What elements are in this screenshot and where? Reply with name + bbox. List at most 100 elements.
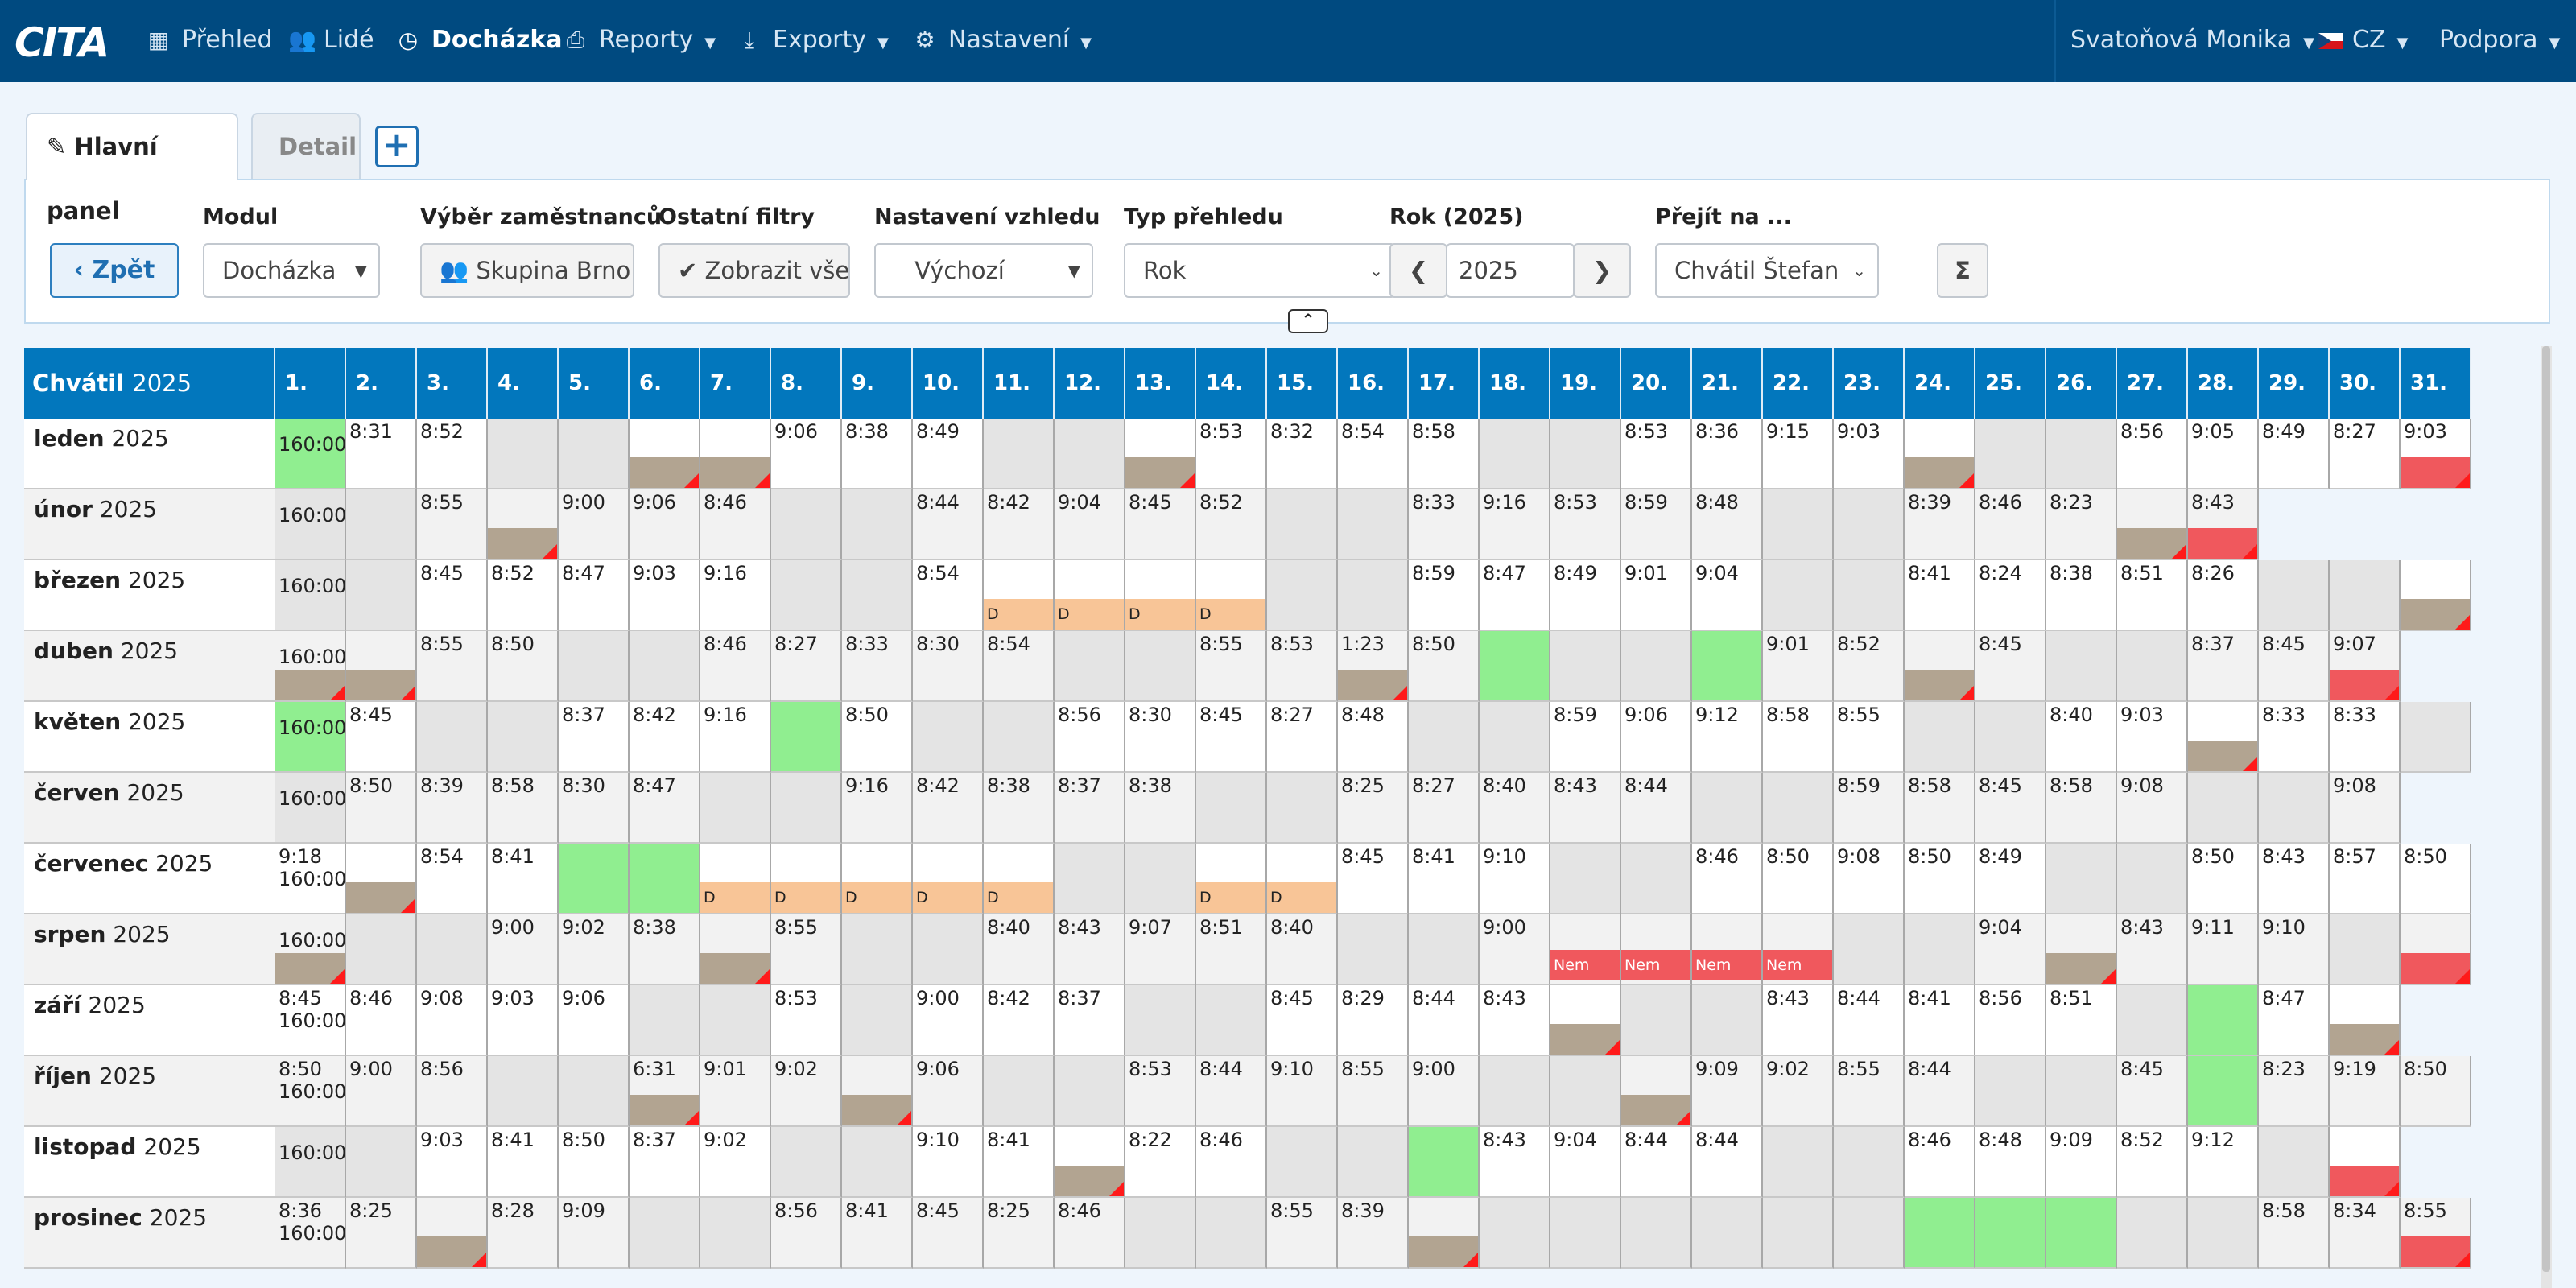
tab-detail[interactable]: Detail bbox=[251, 113, 361, 179]
day-cell[interactable]: 8:52 bbox=[417, 419, 488, 489]
day-cell[interactable] bbox=[1550, 1056, 1621, 1127]
day-cell[interactable]: 9:01 bbox=[1763, 631, 1834, 702]
day-cell[interactable]: 8:50 bbox=[842, 702, 913, 773]
day-cell[interactable]: 8:46 bbox=[1692, 844, 1763, 914]
day-cell[interactable]: 8:45 bbox=[346, 702, 417, 773]
day-cell[interactable] bbox=[1550, 1198, 1621, 1269]
day-cell[interactable]: 8:55 bbox=[1834, 1056, 1905, 1127]
day-cell[interactable] bbox=[1621, 631, 1692, 702]
day-cell[interactable] bbox=[1338, 1127, 1409, 1198]
day-cell[interactable]: 8:33 bbox=[1409, 489, 1480, 560]
day-cell[interactable] bbox=[700, 914, 771, 985]
day-cell[interactable]: 8:29 bbox=[1338, 985, 1409, 1056]
day-cell[interactable]: 9:09 bbox=[559, 1198, 630, 1269]
day-cell[interactable]: 8:47 bbox=[2259, 985, 2330, 1056]
day-cell[interactable] bbox=[1905, 702, 1975, 773]
day-cell[interactable]: 9:00 bbox=[488, 914, 559, 985]
day-cell[interactable]: 8:48 bbox=[1338, 702, 1409, 773]
day-cell[interactable] bbox=[700, 1198, 771, 1269]
day-cell[interactable]: 8:56 bbox=[1975, 985, 2046, 1056]
nav-attendance[interactable]: ◷ Docházka bbox=[396, 0, 563, 82]
day-cell[interactable]: 8:41 bbox=[488, 1127, 559, 1198]
day-cell[interactable] bbox=[1692, 985, 1763, 1056]
day-cell[interactable]: 8:44 bbox=[913, 489, 984, 560]
day-cell[interactable]: 8:50 bbox=[559, 1127, 630, 1198]
day-cell[interactable]: 8:40 bbox=[2046, 702, 2117, 773]
day-cell[interactable]: 8:43 bbox=[1480, 985, 1550, 1056]
day-cell[interactable]: 9:12 bbox=[1692, 702, 1763, 773]
day-cell[interactable]: 8:54 bbox=[984, 631, 1055, 702]
day-cell[interactable]: 8:58 bbox=[488, 773, 559, 844]
day-cell[interactable]: 9:03 bbox=[1834, 419, 1905, 489]
day-cell[interactable]: 8:28 bbox=[488, 1198, 559, 1269]
month-label-4[interactable]: duben 2025 bbox=[24, 631, 275, 702]
day-cell[interactable]: 9:12 bbox=[2188, 1127, 2259, 1198]
day-cell[interactable]: 160:00 bbox=[275, 1127, 346, 1198]
day-cell[interactable] bbox=[417, 1198, 488, 1269]
nav-exports[interactable]: ⤓ Exporty ▼ bbox=[737, 0, 889, 82]
day-cell[interactable] bbox=[984, 702, 1055, 773]
day-cell[interactable] bbox=[1975, 702, 2046, 773]
day-cell[interactable]: 8:56 bbox=[417, 1056, 488, 1127]
day-cell[interactable]: D bbox=[1055, 560, 1125, 631]
day-cell[interactable] bbox=[1550, 419, 1621, 489]
day-cell[interactable] bbox=[1055, 1056, 1125, 1127]
day-cell[interactable]: 8:37 bbox=[2188, 631, 2259, 702]
year-input[interactable]: 2025 bbox=[1446, 243, 1575, 298]
day-cell[interactable] bbox=[1763, 773, 1834, 844]
day-cell[interactable]: 9:01 bbox=[1621, 560, 1692, 631]
day-cell[interactable] bbox=[771, 489, 842, 560]
day-cell[interactable] bbox=[842, 1056, 913, 1127]
day-cell[interactable] bbox=[842, 560, 913, 631]
day-cell[interactable]: 8:46 bbox=[700, 631, 771, 702]
day-cell[interactable] bbox=[630, 1198, 700, 1269]
day-cell[interactable]: 6:31 bbox=[630, 1056, 700, 1127]
day-cell[interactable]: D bbox=[700, 844, 771, 914]
day-cell[interactable] bbox=[488, 419, 559, 489]
day-cell[interactable] bbox=[984, 1056, 1055, 1127]
day-cell[interactable] bbox=[1692, 773, 1763, 844]
day-cell[interactable]: 8:47 bbox=[559, 560, 630, 631]
day-cell[interactable]: 8:23 bbox=[2046, 489, 2117, 560]
day-cell[interactable]: 8:41 bbox=[1905, 985, 1975, 1056]
day-cell[interactable]: 8:45 bbox=[417, 560, 488, 631]
day-cell[interactable]: 160:00 bbox=[275, 489, 346, 560]
day-cell[interactable]: D bbox=[842, 844, 913, 914]
day-cell[interactable] bbox=[1409, 702, 1480, 773]
day-cell[interactable] bbox=[1338, 560, 1409, 631]
day-cell[interactable]: 9:09 bbox=[2046, 1127, 2117, 1198]
day-cell[interactable] bbox=[1905, 631, 1975, 702]
day-cell[interactable] bbox=[559, 419, 630, 489]
day-cell[interactable]: 8:52 bbox=[1834, 631, 1905, 702]
day-cell[interactable]: 8:53 bbox=[1196, 419, 1267, 489]
day-cell[interactable]: 8:54 bbox=[417, 844, 488, 914]
day-cell[interactable] bbox=[1975, 1056, 2046, 1127]
day-cell[interactable]: 8:56 bbox=[771, 1198, 842, 1269]
day-cell[interactable]: 8:55 bbox=[1834, 702, 1905, 773]
day-cell[interactable]: 9:06 bbox=[913, 1056, 984, 1127]
day-cell[interactable] bbox=[771, 773, 842, 844]
day-cell[interactable]: 8:56 bbox=[2117, 419, 2188, 489]
day-cell[interactable]: 8:50 bbox=[1905, 844, 1975, 914]
day-cell[interactable] bbox=[1621, 1056, 1692, 1127]
day-cell[interactable] bbox=[1125, 631, 1196, 702]
day-cell[interactable] bbox=[1550, 844, 1621, 914]
day-cell[interactable] bbox=[1621, 844, 1692, 914]
day-cell[interactable]: 9:08 bbox=[1834, 844, 1905, 914]
day-cell[interactable]: 9:08 bbox=[417, 985, 488, 1056]
day-cell[interactable]: 8:39 bbox=[1338, 1198, 1409, 1269]
day-cell[interactable]: 8:59 bbox=[1834, 773, 1905, 844]
support-menu[interactable]: Podpora ▼ bbox=[2439, 0, 2560, 82]
day-cell[interactable]: D bbox=[984, 560, 1055, 631]
day-cell[interactable]: 8:49 bbox=[1975, 844, 2046, 914]
day-cell[interactable] bbox=[488, 489, 559, 560]
day-cell[interactable] bbox=[1409, 1127, 1480, 1198]
day-cell[interactable]: 8:53 bbox=[771, 985, 842, 1056]
day-cell[interactable] bbox=[700, 419, 771, 489]
day-cell[interactable]: 8:46 bbox=[1196, 1127, 1267, 1198]
day-cell[interactable] bbox=[1834, 1127, 1905, 1198]
day-cell[interactable]: 8:24 bbox=[1975, 560, 2046, 631]
day-cell[interactable]: 160:00 bbox=[275, 419, 346, 489]
day-cell[interactable] bbox=[2046, 914, 2117, 985]
month-label-5[interactable]: květen 2025 bbox=[24, 702, 275, 773]
